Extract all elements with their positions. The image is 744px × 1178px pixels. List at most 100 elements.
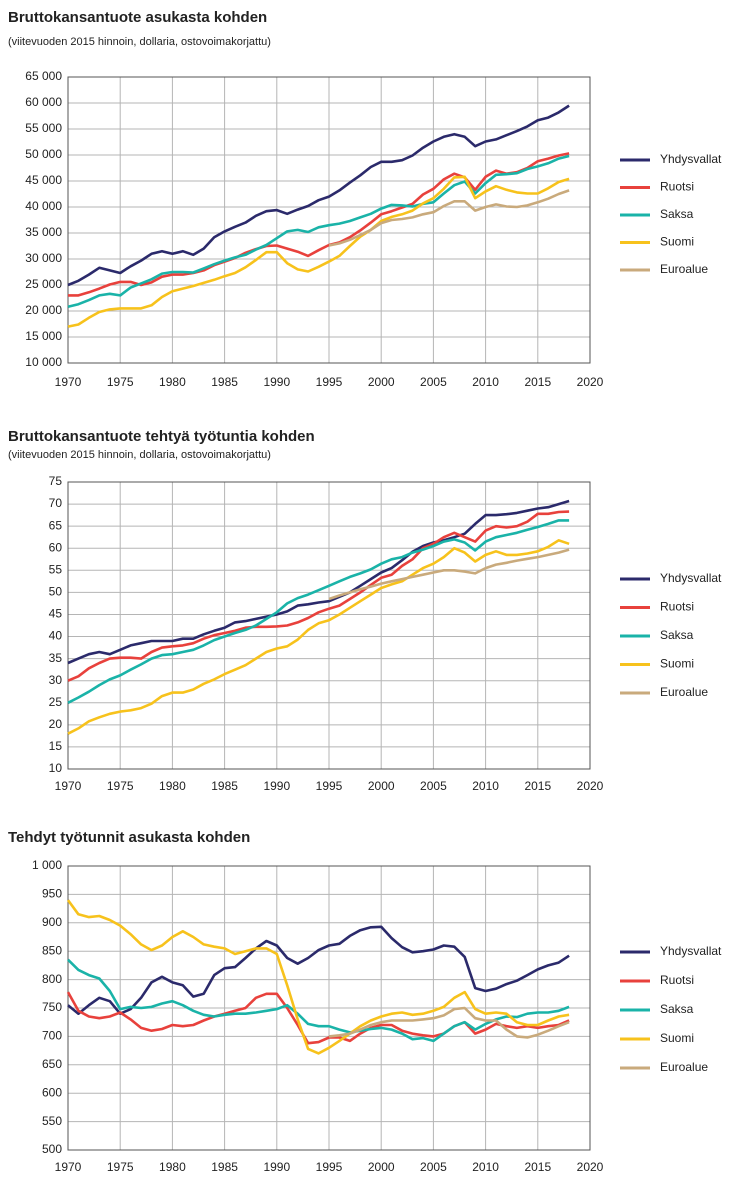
legend-label: Suomi — [660, 235, 694, 249]
series-line — [67, 958, 570, 1043]
y-tick-label: 650 — [42, 1057, 62, 1071]
x-tick-label: 2000 — [368, 779, 395, 793]
legend-label: Suomi — [660, 1031, 694, 1045]
x-tick-label: 2015 — [524, 1160, 551, 1174]
y-tick-label: 850 — [42, 943, 62, 957]
x-tick-label: 2010 — [472, 779, 499, 793]
x-tick-label: 1970 — [55, 375, 82, 389]
x-tick-label: 1990 — [263, 1160, 290, 1174]
x-tick-label: 1995 — [316, 375, 343, 389]
y-tick-label: 750 — [42, 1000, 62, 1014]
y-tick-label: 40 000 — [25, 199, 62, 213]
y-tick-label: 25 — [49, 695, 63, 709]
x-tick-label: 2020 — [577, 1160, 604, 1174]
y-tick-label: 65 000 — [25, 69, 62, 83]
plot-frame — [67, 481, 591, 770]
legend-label: Yhdysvallat — [660, 944, 722, 958]
y-tick-label: 20 000 — [25, 303, 62, 317]
y-tick-label: 55 000 — [25, 121, 62, 135]
y-tick-label: 65 — [49, 518, 63, 532]
chart-title: Bruttokansantuote asukasta kohden — [8, 9, 267, 26]
series-line — [328, 548, 570, 601]
series-line — [68, 152, 570, 297]
legend-label: Suomi — [660, 657, 694, 671]
x-tick-label: 2005 — [420, 1160, 447, 1174]
legend-label: Ruotsi — [660, 973, 694, 987]
x-tick-label: 1970 — [55, 779, 82, 793]
x-tick-label: 1975 — [107, 375, 134, 389]
x-tick-label: 2010 — [472, 375, 499, 389]
x-tick-label: 1975 — [107, 1160, 134, 1174]
chart-title: Bruttokansantuote tehtyä työtuntia kohde… — [8, 428, 315, 445]
x-tick-label: 1990 — [263, 779, 290, 793]
y-tick-label: 45 000 — [25, 173, 62, 187]
y-tick-label: 15 — [49, 739, 63, 753]
series-line — [328, 189, 570, 247]
y-tick-label: 30 000 — [25, 251, 62, 265]
series-line — [66, 991, 570, 1045]
x-tick-label: 2005 — [420, 779, 447, 793]
x-tick-label: 2000 — [368, 375, 395, 389]
x-tick-label: 1970 — [55, 1160, 82, 1174]
series-line — [67, 925, 570, 1015]
y-tick-label: 35 000 — [25, 225, 62, 239]
y-tick-label: 950 — [42, 887, 62, 901]
y-tick-label: 500 — [42, 1142, 62, 1156]
x-tick-label: 1995 — [316, 1160, 343, 1174]
y-tick-label: 60 — [49, 540, 63, 554]
x-tick-label: 2020 — [577, 375, 604, 389]
y-tick-label: 20 — [49, 717, 63, 731]
x-tick-label: 1985 — [211, 375, 238, 389]
y-tick-label: 25 000 — [25, 277, 62, 291]
y-tick-label: 50 — [49, 585, 63, 599]
y-tick-label: 15 000 — [25, 329, 62, 343]
y-tick-label: 700 — [42, 1029, 62, 1043]
x-tick-label: 1985 — [211, 779, 238, 793]
plot-frame — [67, 76, 591, 364]
legend-label: Yhdysvallat — [660, 571, 722, 585]
legend-label: Saksa — [660, 1002, 694, 1016]
x-tick-label: 1980 — [159, 375, 186, 389]
y-tick-label: 35 — [49, 651, 63, 665]
series-line — [66, 899, 570, 1055]
x-tick-label: 1980 — [159, 779, 186, 793]
legend-label: Euroalue — [660, 685, 708, 699]
x-tick-label: 1980 — [159, 1160, 186, 1174]
y-tick-label: 45 — [49, 607, 63, 621]
legend-label: Yhdysvallat — [660, 152, 722, 166]
chart-title: Tehdyt työtunnit asukasta kohden — [8, 829, 250, 846]
x-tick-label: 2005 — [420, 375, 447, 389]
series-line — [328, 1006, 570, 1039]
y-tick-label: 40 — [49, 629, 63, 643]
series-line — [67, 175, 570, 328]
y-tick-label: 10 — [49, 761, 63, 775]
series-line — [67, 510, 570, 682]
x-tick-label: 2000 — [368, 1160, 395, 1174]
series-line — [67, 104, 570, 287]
plot-frame — [67, 865, 591, 1151]
legend-label: Saksa — [660, 207, 694, 221]
y-tick-label: 30 — [49, 673, 63, 687]
y-tick-label: 10 000 — [25, 355, 62, 369]
x-tick-label: 2015 — [524, 375, 551, 389]
chart-subtitle: (viitevuoden 2015 hinnoin, dollaria, ost… — [8, 36, 271, 48]
series-line — [67, 154, 570, 309]
y-tick-label: 50 000 — [25, 147, 62, 161]
legend-label: Saksa — [660, 628, 694, 642]
y-tick-label: 600 — [42, 1085, 62, 1099]
y-tick-label: 800 — [42, 972, 62, 986]
x-tick-label: 1995 — [316, 779, 343, 793]
legend-label: Euroalue — [660, 1060, 708, 1074]
y-tick-label: 550 — [42, 1114, 62, 1128]
legend-label: Ruotsi — [660, 180, 694, 194]
x-tick-label: 1975 — [107, 779, 134, 793]
x-tick-label: 2010 — [472, 1160, 499, 1174]
chart-subtitle: (viitevuoden 2015 hinnoin, dollaria, ost… — [8, 449, 271, 461]
y-tick-label: 900 — [42, 915, 62, 929]
legend-label: Euroalue — [660, 262, 708, 276]
series-line — [67, 499, 570, 665]
y-tick-label: 70 — [49, 496, 63, 510]
series-line — [67, 519, 570, 704]
series-line — [67, 539, 570, 735]
